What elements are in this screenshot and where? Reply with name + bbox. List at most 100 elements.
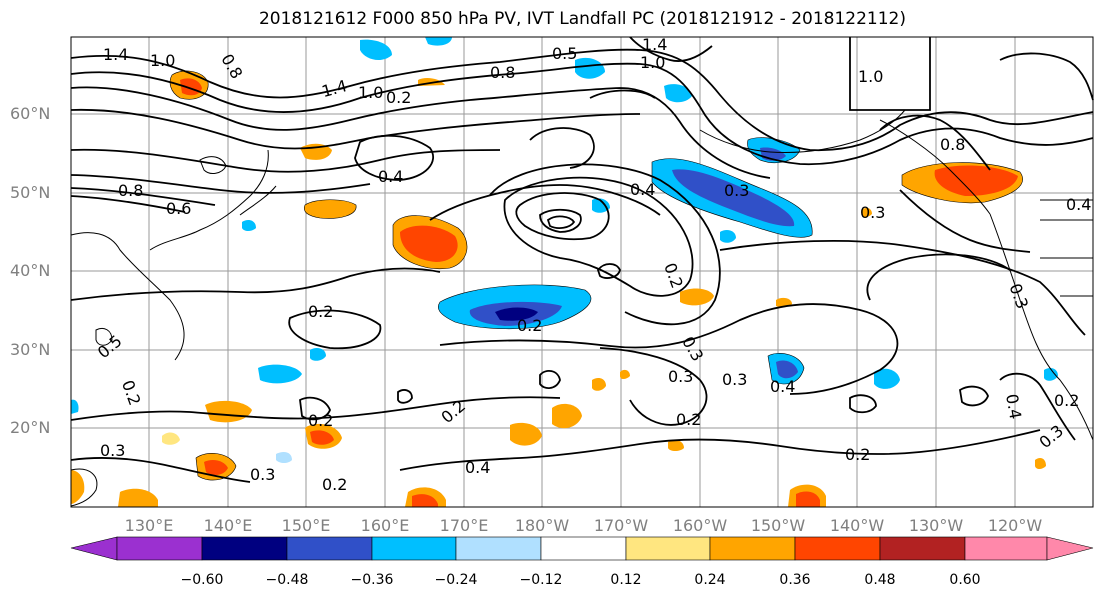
- lat-label-20n: 20°N: [10, 418, 51, 437]
- contour-label: 0.3: [860, 203, 885, 222]
- map-background: [71, 37, 1093, 507]
- lon-label-130e: 130°E: [124, 516, 174, 535]
- coastline: [70, 232, 185, 361]
- contour-line: [288, 309, 382, 350]
- contour-line: [629, 36, 713, 62]
- contour-line: [399, 429, 1041, 471]
- lat-label-40n: 40°N: [10, 261, 51, 280]
- colorbar-tick: 0.60: [949, 572, 981, 588]
- contour-line: [397, 389, 413, 404]
- contour-label: 0.2: [517, 316, 542, 335]
- anomaly-fill: [672, 169, 795, 227]
- colorbar-tick: −0.48: [265, 572, 309, 588]
- contour-line: [503, 176, 694, 297]
- colorbar-tick: 0.24: [694, 572, 726, 588]
- anomaly-fill: [668, 440, 684, 451]
- colorbar-swatch: [964, 536, 1048, 561]
- coastline: [149, 149, 269, 251]
- colorbar-tick: −0.60: [180, 572, 224, 588]
- anomaly-fill: [552, 403, 582, 429]
- anomaly-fill: [205, 400, 252, 423]
- lon-label-160e: 160°E: [360, 516, 410, 535]
- contour-line: [70, 187, 216, 206]
- coastline: [199, 156, 227, 174]
- contour-label: 1.4: [103, 45, 128, 64]
- lat-label-30n: 30°N: [10, 340, 51, 359]
- anomaly-fill: [620, 369, 630, 379]
- contour-line: [70, 457, 251, 483]
- contour-label: 0.4: [465, 458, 490, 477]
- contour-line: [539, 208, 582, 233]
- contour-label: 0.2: [322, 475, 347, 494]
- anomaly-fill: [310, 348, 326, 361]
- anomaly-fill: [162, 432, 180, 445]
- contour-label: 1.0: [858, 67, 883, 86]
- colorbar-swatch: [709, 536, 796, 561]
- anomaly-fill: [592, 198, 610, 213]
- contour-line: [70, 267, 441, 301]
- coastline: [239, 185, 277, 216]
- coastline: [699, 109, 906, 153]
- anomaly-fill: [495, 307, 538, 321]
- contour-label: 0.5: [552, 44, 577, 63]
- contour-label: 1.4: [642, 35, 667, 54]
- contour-label: 0.8: [490, 63, 515, 82]
- colorbar-swatch: [371, 536, 457, 561]
- coastlines: [70, 109, 1094, 507]
- anomaly-fill: [303, 199, 357, 219]
- anomaly-fill: [242, 220, 256, 231]
- coastline: [70, 468, 98, 507]
- map-title: 2018121612 F000 850 hPa PV, IVT Landfall…: [258, 9, 906, 29]
- contour-label: 0.8: [118, 181, 143, 200]
- contour-label: 0.8: [940, 135, 965, 154]
- lon-label-120w: 120°W: [987, 516, 1043, 535]
- colorbar-swatch: [286, 536, 373, 561]
- anomaly-fill: [934, 165, 1018, 196]
- anomaly-fill: [71, 470, 85, 504]
- contour-label: 1.0: [150, 51, 175, 70]
- contour-line: [429, 184, 661, 221]
- graticule: [71, 37, 1093, 507]
- lat-label-60n: 60°N: [10, 104, 51, 123]
- colorbar-tick: 0.36: [779, 572, 811, 588]
- lon-label-140w: 140°W: [829, 516, 885, 535]
- contour-line: [70, 195, 186, 213]
- anomaly-fill: [412, 494, 438, 507]
- anomaly-fill: [310, 430, 334, 445]
- anomaly-fill: [276, 452, 292, 463]
- anomaly-fill: [425, 37, 452, 46]
- anomaly-fill: [776, 360, 798, 379]
- lon-label-150e: 150°E: [281, 516, 331, 535]
- contour-label: 0.2: [845, 445, 870, 464]
- contour-label: 1.0: [640, 53, 665, 72]
- contour-line: [439, 303, 899, 395]
- anomaly-fill: [796, 491, 820, 507]
- colorbar-swatch: [116, 536, 203, 561]
- anomaly-fill: [258, 364, 302, 384]
- colorbar-tick: −0.12: [519, 572, 563, 588]
- contour-label: 0.3: [724, 181, 749, 200]
- contour-line: [70, 86, 771, 179]
- contour-label: 0.3: [100, 441, 125, 460]
- pv-contours: [70, 36, 1094, 483]
- coastline: [95, 327, 113, 346]
- contour-label: 0.2: [676, 410, 701, 429]
- anomaly-fill: [575, 57, 605, 79]
- map-frame: [70, 36, 1094, 508]
- contour-line: [529, 127, 595, 169]
- contour-line: [354, 134, 435, 181]
- contour-line: [596, 263, 621, 279]
- colorbar-tick: 0.12: [610, 572, 642, 588]
- anomaly-fill: [204, 460, 228, 476]
- contour-line: [849, 37, 931, 111]
- colorbar-swatch: [879, 536, 966, 561]
- anomaly-fill: [71, 399, 79, 414]
- anomaly-fill: [664, 84, 692, 103]
- contour-label: 0.4: [378, 167, 403, 186]
- contour-line: [70, 62, 1094, 166]
- colorbar-tick: 0.48: [864, 572, 896, 588]
- anomaly-fill: [400, 225, 458, 262]
- contour-label: 0.2: [308, 411, 333, 430]
- colorbar-swatch: [540, 536, 627, 561]
- anomaly-fill: [680, 288, 714, 306]
